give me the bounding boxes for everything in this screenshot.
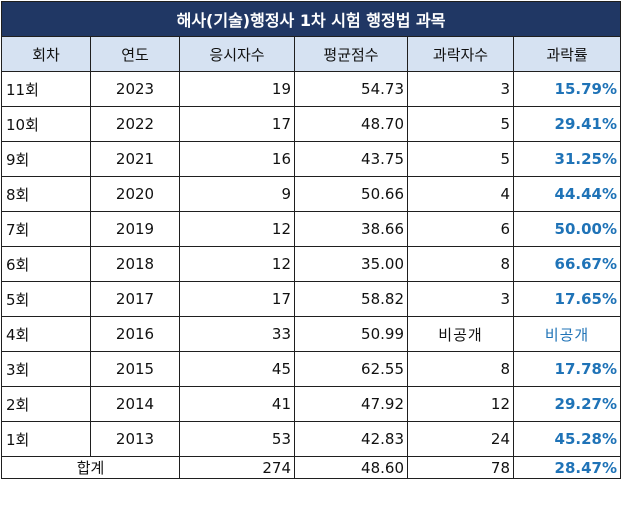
cell-fail-rate: 17.65% [512,281,622,317]
cell-fail-count: 비공개 [407,316,514,352]
table-row: 8회 2020 9 50.66 4 44.44% [1,176,622,212]
table-body: 11회 2023 19 54.73 3 15.79% 10회 2022 17 48.70 5 29.4… [1,71,622,457]
cell-year: 2022 [90,106,180,142]
table-row: 4회 2016 33 50.99 비공개 비공개 [1,316,622,352]
cell-round: 1회 [1,421,91,457]
table-row: 9회 2021 16 43.75 5 31.25% [1,141,622,177]
cell-round: 2회 [1,386,91,422]
cell-average: 47.92 [294,386,408,422]
header-applicants: 응시자수 [179,36,295,72]
cell-fail-count: 12 [407,386,514,422]
cell-fail-count: 4 [407,176,514,212]
cell-year: 2018 [90,246,180,282]
cell-round: 6회 [1,246,91,282]
cell-average: 43.75 [294,141,408,177]
cell-applicants: 45 [179,351,295,387]
total-row: 합계 274 48.60 78 28.47% [1,456,622,479]
total-applicants: 274 [179,456,295,479]
table-row: 10회 2022 17 48.70 5 29.41% [1,106,622,142]
cell-average: 54.73 [294,71,408,107]
cell-fail-count: 3 [407,281,514,317]
table-row: 3회 2015 45 62.55 8 17.78% [1,351,622,387]
cell-year: 2020 [90,176,180,212]
cell-year: 2016 [90,316,180,352]
cell-average: 38.66 [294,211,408,247]
cell-fail-rate: 비공개 [512,316,622,352]
cell-round: 9회 [1,141,91,177]
header-round: 회차 [1,36,91,72]
cell-year: 2017 [90,281,180,317]
cell-fail-rate: 17.78% [512,351,622,387]
cell-average: 62.55 [294,351,408,387]
cell-fail-count: 3 [407,71,514,107]
cell-applicants: 33 [179,316,295,352]
table-row: 11회 2023 19 54.73 3 15.79% [1,71,622,107]
table-title: 해사(기술)행정사 1차 시험 행정법 과목 [0,1,622,37]
cell-round: 5회 [1,281,91,317]
cell-fail-count: 24 [407,421,514,457]
cell-year: 2023 [90,71,180,107]
cell-average: 50.99 [294,316,408,352]
cell-average: 50.66 [294,176,408,212]
cell-average: 58.82 [294,281,408,317]
cell-fail-rate: 66.67% [512,246,622,282]
total-label: 합계 [1,456,180,479]
cell-fail-rate: 44.44% [512,176,622,212]
header-fail-count: 과락자수 [407,36,514,72]
cell-year: 2013 [90,421,180,457]
table-row: 6회 2018 12 35.00 8 66.67% [1,246,622,282]
cell-fail-rate: 50.00% [512,211,622,247]
cell-fail-count: 6 [407,211,514,247]
cell-fail-rate: 31.25% [512,141,622,177]
header-average: 평균점수 [294,36,408,72]
cell-fail-count: 8 [407,351,514,387]
table-row: 5회 2017 17 58.82 3 17.65% [1,281,622,317]
cell-fail-count: 5 [407,106,514,142]
cell-fail-rate: 29.27% [512,386,622,422]
header-year: 연도 [90,36,180,72]
cell-applicants: 12 [179,211,295,247]
cell-average: 42.83 [294,421,408,457]
cell-round: 4회 [1,316,91,352]
cell-applicants: 19 [179,71,295,107]
header-row: 회차 연도 응시자수 평균점수 과락자수 과락률 [1,36,622,72]
cell-round: 10회 [1,106,91,142]
cell-round: 7회 [1,211,91,247]
cell-applicants: 17 [179,281,295,317]
cell-fail-count: 5 [407,141,514,177]
total-fail-rate: 28.47% [512,456,622,479]
cell-average: 35.00 [294,246,408,282]
total-fail-count: 78 [407,456,514,479]
total-average: 48.60 [294,456,408,479]
cell-fail-count: 8 [407,246,514,282]
cell-applicants: 53 [179,421,295,457]
cell-fail-rate: 45.28% [512,421,622,457]
cell-applicants: 9 [179,176,295,212]
cell-year: 2014 [90,386,180,422]
cell-round: 11회 [1,71,91,107]
cell-average: 48.70 [294,106,408,142]
table-row: 1회 2013 53 42.83 24 45.28% [1,421,622,457]
exam-stats-table: 해사(기술)행정사 1차 시험 행정법 과목 회차 연도 응시자수 평균점수 과… [0,1,622,479]
cell-fail-rate: 15.79% [512,71,622,107]
cell-year: 2019 [90,211,180,247]
table-row: 7회 2019 12 38.66 6 50.00% [1,211,622,247]
table-row: 2회 2014 41 47.92 12 29.27% [1,386,622,422]
header-fail-rate: 과락률 [512,36,622,72]
cell-applicants: 12 [179,246,295,282]
cell-applicants: 17 [179,106,295,142]
cell-round: 8회 [1,176,91,212]
title-row: 해사(기술)행정사 1차 시험 행정법 과목 [0,1,622,37]
cell-fail-rate: 29.41% [512,106,622,142]
cell-round: 3회 [1,351,91,387]
cell-year: 2021 [90,141,180,177]
cell-applicants: 16 [179,141,295,177]
cell-applicants: 41 [179,386,295,422]
cell-year: 2015 [90,351,180,387]
